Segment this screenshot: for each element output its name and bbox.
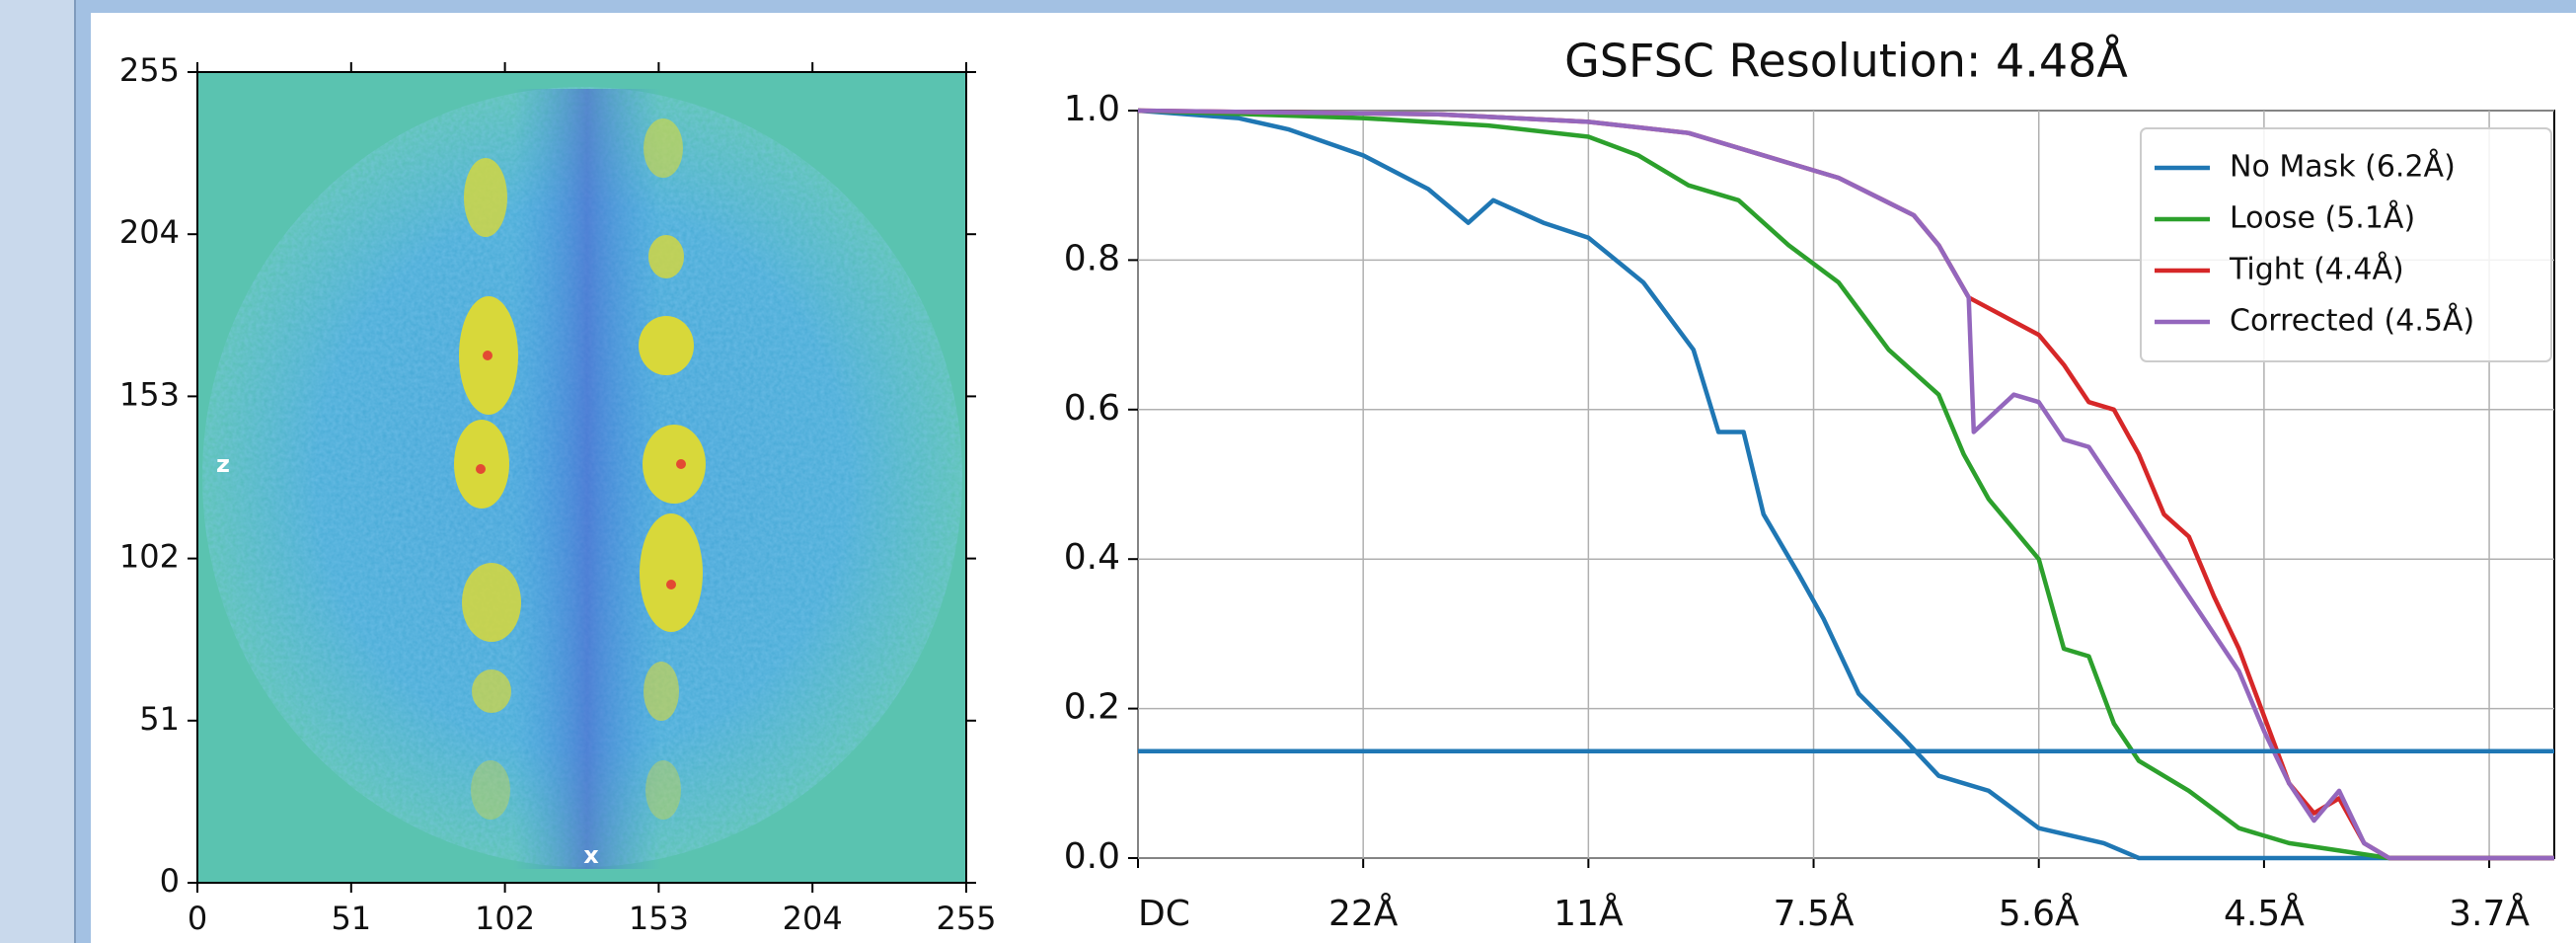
x-tick-label: 102 [475, 900, 535, 937]
screenshot: 0 51 102 153 204 255 0 51 102 153 204 255 z x GSFSC Re… [0, 0, 2576, 943]
x-tick-label: 255 [936, 900, 996, 937]
y-tick-label: 255 [119, 51, 180, 89]
legend-label: Loose (5.1Å) [2230, 200, 2415, 236]
x-tick-label: 204 [783, 900, 843, 937]
x-tick-label: 3.7Å [2449, 892, 2530, 934]
y-tick-label: 0.4 [1064, 537, 1120, 578]
page: {"chart_data": [ {"type": "image", "xlim… [0, 0, 2576, 943]
slice-image [197, 72, 966, 883]
axis-annotation: z [216, 450, 230, 478]
x-tick-label: 51 [331, 900, 371, 937]
y-tick-label: 0.0 [1064, 836, 1120, 877]
y-tick-label: 0 [160, 862, 180, 900]
x-tick-label: 0 [188, 900, 207, 937]
side-strip [0, 0, 74, 943]
x-tick-label: 7.5Å [1774, 892, 1855, 934]
legend-label: Corrected (4.5Å) [2230, 303, 2474, 339]
image-band [513, 89, 661, 869]
x-tick-label: 153 [629, 900, 689, 937]
x-tick-label: 5.6Å [1999, 892, 2080, 934]
x-tick-label: 22Å [1328, 892, 1399, 934]
y-tick-label: 102 [119, 538, 180, 576]
side-border [74, 0, 76, 943]
axis-annotation: x [583, 841, 599, 869]
y-tick-label: 153 [119, 375, 180, 413]
legend: No Mask (6.2Å) Loose (5.1Å) Tight (4.4Å) Co… [2141, 128, 2551, 361]
y-tick-label: 0.2 [1064, 687, 1120, 728]
x-tick-label: 4.5Å [2224, 892, 2305, 934]
legend-label: Tight (4.4Å) [2229, 252, 2404, 287]
x-tick-label: 11Å [1553, 892, 1624, 934]
y-tick-label: 51 [139, 700, 180, 738]
x-tick-label: DC [1138, 894, 1190, 934]
y-tick-label: 0.6 [1064, 388, 1120, 429]
y-tick-label: 204 [119, 213, 180, 251]
y-tick-label: 1.0 [1064, 89, 1120, 129]
y-tick-label: 0.8 [1064, 238, 1120, 278]
chart-title: GSFSC Resolution: 4.48Å [1564, 35, 2128, 88]
legend-label: No Mask (6.2Å) [2230, 149, 2456, 185]
